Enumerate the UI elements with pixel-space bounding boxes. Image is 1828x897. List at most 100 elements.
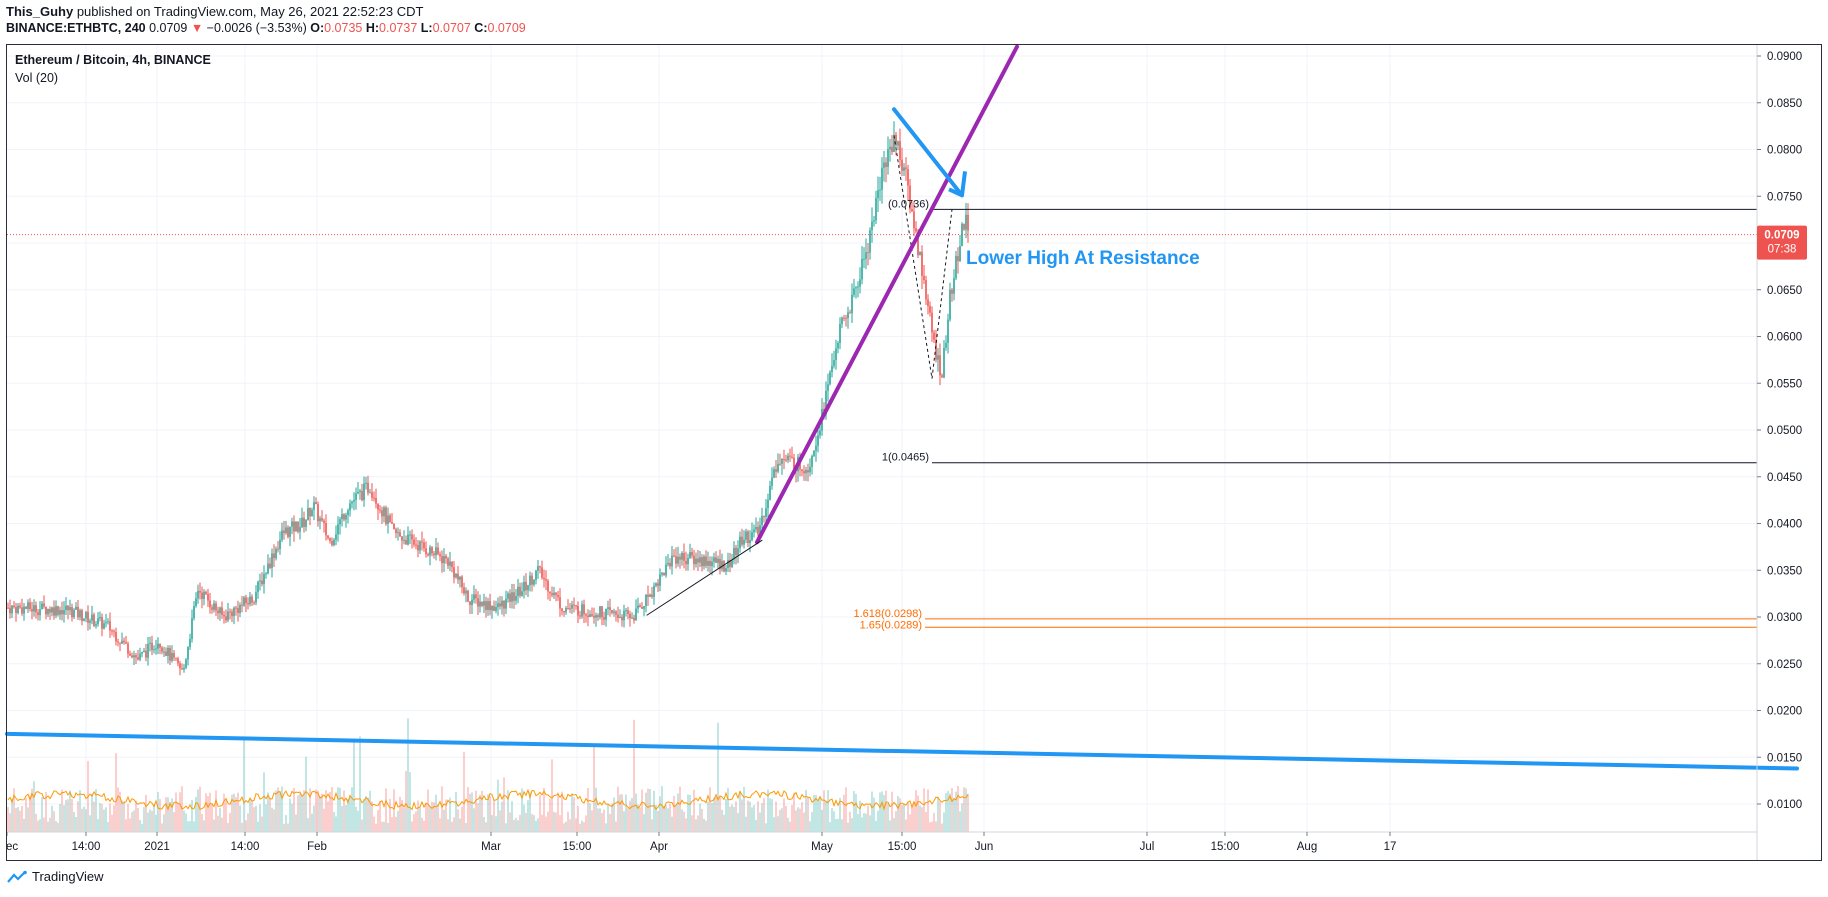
volume-bar (627, 808, 629, 832)
candle-body (225, 616, 227, 621)
candle-body (439, 554, 441, 557)
volume-bar (167, 797, 169, 832)
volume-bar (529, 792, 531, 832)
volume-bar (525, 812, 527, 832)
volume-bar (295, 814, 297, 832)
candle-body (657, 583, 659, 586)
volume-bar (143, 807, 145, 832)
candle-body (273, 553, 275, 559)
candle-body (421, 541, 423, 543)
candle-body (127, 643, 129, 654)
volume-bar (815, 795, 817, 832)
candle-body (459, 576, 461, 580)
candle-body (271, 553, 273, 568)
volume-bar (81, 808, 83, 832)
candle-body (535, 570, 537, 580)
volume-bar (369, 790, 371, 832)
volume-bar (203, 820, 205, 832)
candle-body (457, 573, 459, 580)
volume-bar (415, 811, 417, 832)
volume-bar (205, 793, 207, 832)
volume-bar (673, 795, 675, 832)
candle-body (447, 558, 449, 566)
candle-body (181, 668, 183, 670)
publisher-username[interactable]: This_Guhy (6, 4, 74, 19)
volume-bar (91, 793, 93, 832)
volume-bar (913, 802, 915, 832)
candle-body (107, 621, 109, 623)
volume-bar (131, 812, 133, 832)
candle-body (147, 643, 149, 658)
candle-body (649, 594, 651, 597)
candle-body (153, 649, 155, 651)
candle-body (347, 510, 349, 515)
candle-body (569, 608, 571, 610)
candle-body (299, 527, 301, 532)
time-tick-label: 14:00 (231, 841, 260, 853)
candle-body (429, 547, 431, 556)
candle-body (395, 529, 397, 534)
volume-bar (381, 821, 383, 832)
candle-body (701, 557, 703, 567)
volume-bar (69, 790, 71, 832)
candle-body (301, 517, 303, 528)
candle-body (605, 608, 607, 620)
volume-bar (239, 805, 241, 832)
tradingview-brand[interactable]: TradingView (32, 869, 104, 884)
volume-bar (21, 806, 23, 832)
volume-bar (209, 792, 211, 832)
volume-bar (537, 818, 539, 832)
candle-body (287, 527, 289, 537)
volume-bar (683, 811, 685, 832)
candle-body (31, 608, 33, 612)
candle-body (255, 592, 257, 603)
volume-bar (571, 793, 573, 832)
candle-body (599, 606, 601, 618)
candle-body (859, 279, 861, 287)
time-tick-label: Mar (481, 841, 501, 853)
candle-body (513, 592, 515, 601)
volume-bar (841, 819, 843, 832)
volume-bar (191, 799, 193, 832)
candle-body (851, 294, 853, 314)
candle-body (949, 289, 951, 320)
volume-bar (115, 753, 117, 832)
volume-bar (895, 811, 897, 832)
candle-body (597, 615, 599, 618)
volume-bar (515, 817, 517, 832)
candle-body (469, 601, 471, 606)
candle-body (623, 610, 625, 621)
volume-bar (85, 809, 87, 832)
volume-bar (905, 819, 907, 832)
candle-body (667, 562, 669, 565)
volume-bar (211, 802, 213, 832)
candle-body (643, 606, 645, 609)
candle-body (55, 606, 57, 616)
chart-title[interactable]: Ethereum / Bitcoin, 4h, BINANCE (15, 53, 211, 67)
volume-bar (439, 818, 441, 832)
volume-bar (155, 814, 157, 832)
candle-body (889, 146, 891, 150)
volume-bar (761, 803, 763, 832)
candle-body (9, 607, 11, 614)
volume-bar (757, 801, 759, 832)
volume-indicator-label[interactable]: Vol (20) (15, 71, 59, 85)
volume-bar (687, 794, 689, 832)
candle-body (603, 617, 605, 620)
candle-body (815, 445, 817, 451)
volume-bar (915, 790, 917, 832)
volume-bar (233, 793, 235, 832)
volume-bar (617, 786, 619, 832)
volume-bar (193, 821, 195, 832)
candle-body (583, 604, 585, 615)
candle-body (907, 169, 909, 186)
price-tick-label: 0.0150 (1767, 752, 1802, 764)
candle-body (231, 611, 233, 617)
volume-bar (121, 800, 123, 832)
volume-bar (29, 795, 31, 832)
volume-bar (213, 819, 215, 832)
candle-body (687, 558, 689, 565)
candle-body (289, 526, 291, 537)
volume-bar (693, 789, 695, 832)
